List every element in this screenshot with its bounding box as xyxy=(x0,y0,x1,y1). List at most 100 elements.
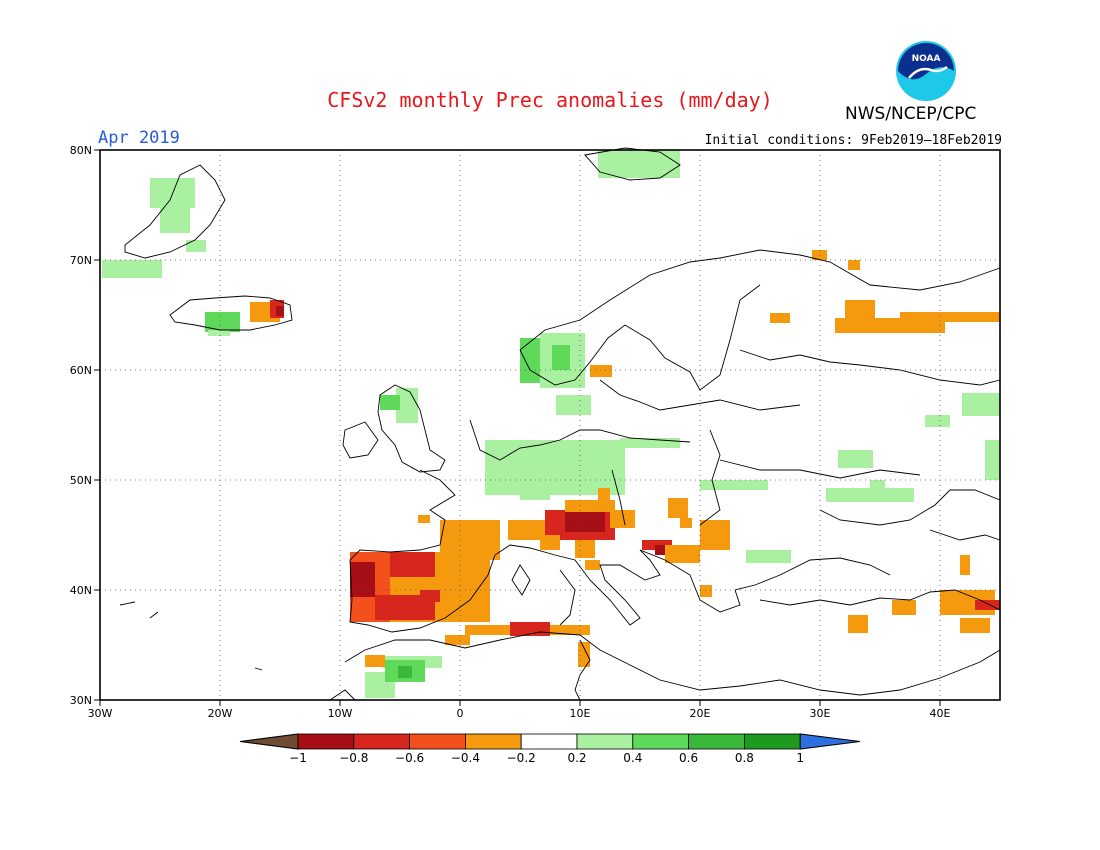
anomaly-cell xyxy=(520,480,550,500)
anomaly-cell xyxy=(510,622,550,636)
anomaly-cell xyxy=(276,306,284,316)
coastlines xyxy=(119,147,1001,701)
colorbar-swatch xyxy=(239,733,299,750)
anomaly-cell xyxy=(508,520,548,540)
svg-text:NOAA: NOAA xyxy=(912,54,941,64)
anomaly-cell xyxy=(700,480,768,490)
anomaly-cell xyxy=(892,600,916,615)
lat-tick-label: 30N xyxy=(70,694,92,707)
lon-tick-label: 30W xyxy=(88,707,113,720)
anomaly-cell xyxy=(598,150,680,178)
anomaly-cell xyxy=(445,635,470,645)
anomaly-cell xyxy=(848,615,868,633)
anomaly-cell xyxy=(985,440,1000,480)
colorbar-tick-label: 0.6 xyxy=(679,751,698,765)
lat-lon-gridlines xyxy=(100,150,1000,700)
anomaly-cell xyxy=(925,415,950,427)
anomaly-cell xyxy=(575,540,595,558)
colorbar-tick-label: 0.4 xyxy=(623,751,642,765)
anomaly-cell xyxy=(440,575,470,615)
anomaly-cell xyxy=(838,450,873,468)
anomaly-cell xyxy=(556,395,591,415)
anomaly-cell xyxy=(665,545,700,563)
anomaly-cell xyxy=(208,330,230,336)
lon-tick-label: 20E xyxy=(690,707,711,720)
colorbar-swatch xyxy=(688,733,745,750)
anomaly-cell xyxy=(540,535,560,550)
anomaly-cell xyxy=(960,555,970,575)
map-frame xyxy=(99,149,1001,701)
anomaly-cell xyxy=(565,500,615,512)
anomaly-cell xyxy=(102,260,162,278)
lon-tick-label: 30E xyxy=(810,707,831,720)
colorbar-tick-label: −1 xyxy=(289,751,307,765)
lat-tick-label: 70N xyxy=(70,254,92,267)
anomaly-cell xyxy=(700,520,730,550)
lat-tick-label: 80N xyxy=(70,144,92,157)
anomaly-cell xyxy=(498,468,538,483)
colorbar-tick-label: −0.6 xyxy=(395,751,424,765)
anomaly-cell xyxy=(975,600,1000,610)
colorbar-swatch xyxy=(520,733,578,750)
anomaly-cell xyxy=(440,520,500,560)
anomaly-cell xyxy=(590,365,612,377)
anomaly-cell xyxy=(598,488,610,500)
anomaly-cell xyxy=(365,655,385,667)
lon-tick-label: 0 xyxy=(457,707,464,720)
anomaly-cell xyxy=(565,512,605,532)
anomaly-cell xyxy=(578,642,590,667)
colorbar-swatch xyxy=(799,733,861,750)
agency-label: NWS/NCEP/CPC xyxy=(845,104,977,124)
anomaly-cell xyxy=(900,312,1000,322)
anomaly-cell xyxy=(700,585,712,597)
initial-conditions: Initial conditions: 9Feb2019–18Feb2019 xyxy=(704,133,1002,148)
anomaly-cell xyxy=(770,313,790,323)
anomaly-cell xyxy=(848,260,860,270)
anomaly-cell xyxy=(870,480,885,500)
anomaly-cell xyxy=(746,550,791,563)
anomaly-cell xyxy=(668,498,688,518)
anomaly-cell xyxy=(812,250,827,260)
chart-title: CFSv2 monthly Prec anomalies (mm/day) xyxy=(327,88,773,112)
anomaly-cell xyxy=(485,440,625,495)
anomaly-cell xyxy=(845,300,875,320)
anomaly-cell xyxy=(680,518,692,528)
lat-tick-label: 50N xyxy=(70,474,92,487)
anomaly-cell xyxy=(620,438,680,448)
anomaly-cell xyxy=(960,618,990,633)
lat-tick-label: 60N xyxy=(70,364,92,377)
colorbar-tick-label: −0.2 xyxy=(507,751,536,765)
lon-tick-label: 10E xyxy=(570,707,591,720)
anomaly-cell xyxy=(610,510,635,528)
anomaly-cell xyxy=(160,208,190,233)
lon-tick-label: 40E xyxy=(930,707,951,720)
colorbar-swatch xyxy=(297,733,355,750)
lon-tick-label: 20W xyxy=(208,707,233,720)
anomaly-cell xyxy=(962,393,1000,416)
colorbar-tick-label: 1 xyxy=(796,751,804,765)
anomaly-cell xyxy=(398,666,412,678)
colorbar-swatch xyxy=(744,733,801,750)
anomaly-cell xyxy=(552,345,570,370)
colorbar-swatch xyxy=(576,733,634,750)
anomaly-cell xyxy=(460,560,490,575)
anomaly-cell xyxy=(205,312,240,332)
colorbar: −1 −0.8 −0.6 −0.4 −0.2 0.2 0.4 0.6 0.8 1 xyxy=(239,733,861,765)
colorbar-swatch xyxy=(409,733,466,750)
anomaly-cell xyxy=(585,560,600,570)
colorbar-swatch xyxy=(632,733,689,750)
forecast-month: Apr 2019 xyxy=(98,128,180,148)
noaa-logo: NOAA xyxy=(896,41,956,101)
colorbar-tick-label: 0.2 xyxy=(567,751,586,765)
colorbar-swatch xyxy=(464,733,522,750)
anomaly-cell xyxy=(380,395,400,410)
anomaly-cell xyxy=(418,515,430,523)
anomaly-cell xyxy=(655,545,670,555)
colorbar-swatch xyxy=(353,733,410,750)
anomaly-shading xyxy=(102,150,1000,698)
colorbar-tick-label: 0.8 xyxy=(735,751,754,765)
colorbar-tick-label: −0.8 xyxy=(339,751,368,765)
lat-tick-label: 40N xyxy=(70,584,92,597)
anomaly-cell xyxy=(186,240,206,252)
